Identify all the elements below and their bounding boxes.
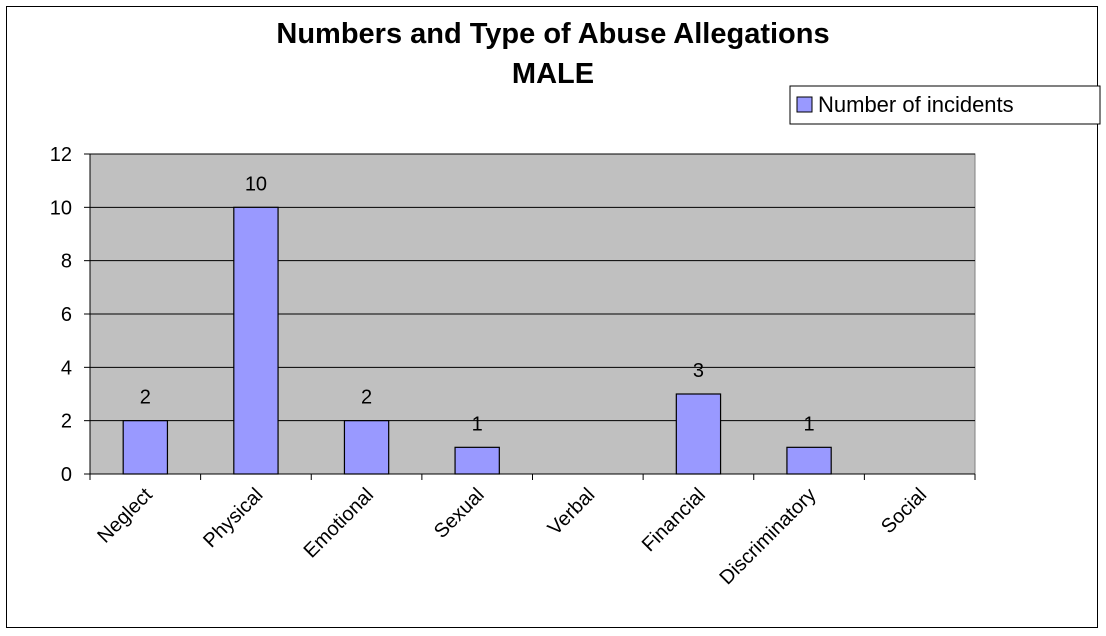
chart-subtitle: MALE (512, 58, 594, 90)
bar-neglect (122, 420, 169, 475)
chart-title: Numbers and Type of Abuse Allegations (276, 18, 829, 50)
data-label: 1 (804, 413, 815, 435)
data-label: 1 (472, 413, 483, 435)
y-axis-ticks: 0 2 4 6 8 10 12 (50, 144, 90, 486)
x-tick-label: Physical (199, 484, 267, 552)
legend: Number of incidents (789, 85, 1101, 125)
y-tick-label: 2 (61, 411, 72, 433)
bar-financial (675, 393, 722, 475)
legend-box (789, 85, 1101, 125)
y-tick-label: 6 (61, 304, 72, 326)
legend-label: Number of incidents (818, 92, 1014, 117)
y-tick-label: 8 (61, 251, 72, 273)
legend-swatch (796, 96, 813, 113)
x-tick-label: Verbal (544, 484, 600, 540)
x-tick-label: Emotional (300, 484, 378, 562)
y-tick-label: 12 (50, 144, 72, 166)
y-tick-label: 4 (61, 357, 72, 379)
y-tick-label: 10 (50, 197, 72, 219)
x-tick-label: Social (877, 484, 931, 538)
x-tick-label: Neglect (93, 484, 157, 548)
data-label: 2 (140, 387, 151, 409)
bar-discriminatory (786, 446, 832, 475)
bar-sexual (454, 446, 500, 475)
x-axis-ticks: Neglect Physical Emotional Sexual Verbal Fina… (89, 474, 976, 589)
bar-emotional (343, 420, 390, 475)
data-label: 2 (361, 387, 372, 409)
bar-physical (233, 206, 279, 475)
data-label: 10 (245, 173, 267, 195)
y-tick-label: 0 (61, 464, 72, 486)
data-labels: 2 10 2 1 3 1 (140, 173, 815, 435)
x-tick-label: Sexual (430, 484, 489, 543)
x-tick-label: Financial (638, 484, 710, 556)
data-label: 3 (693, 360, 704, 382)
x-tick-label: Discriminatory (715, 484, 820, 589)
